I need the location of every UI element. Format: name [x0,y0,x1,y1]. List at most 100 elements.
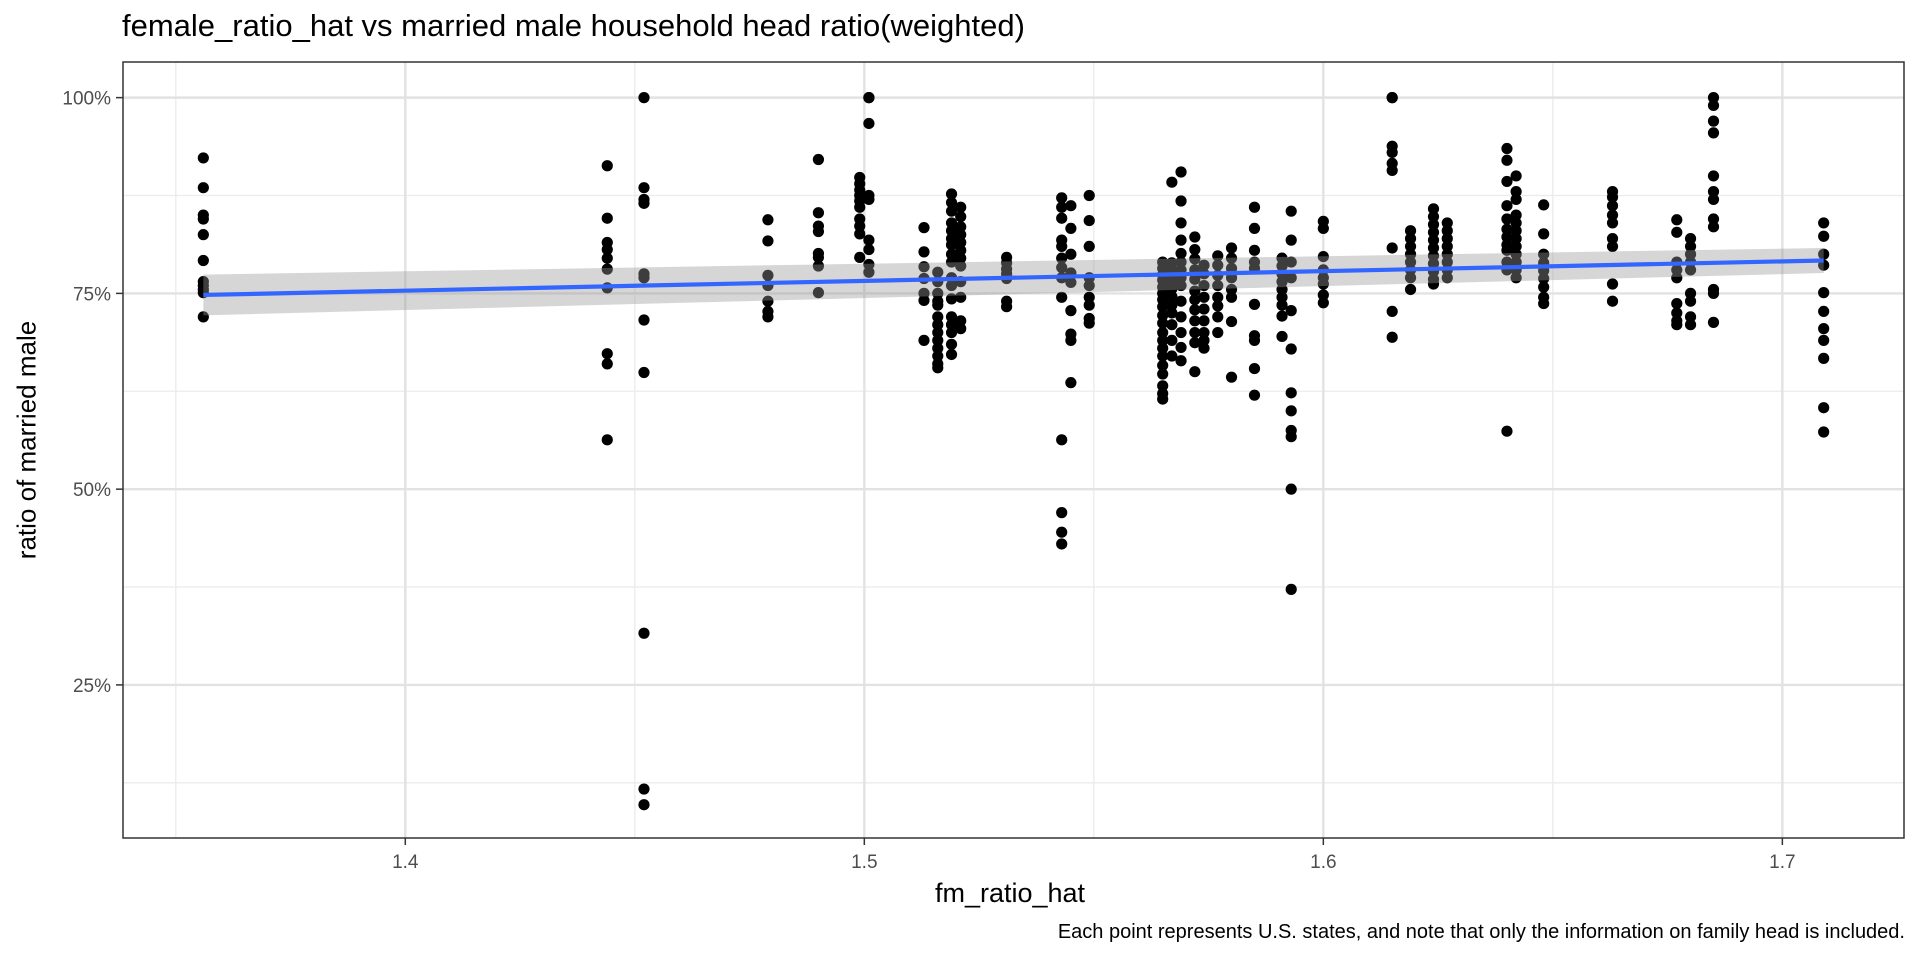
data-point [1157,309,1169,321]
data-point [1189,337,1201,349]
data-point [955,221,967,233]
data-point [1166,319,1178,331]
data-point [1198,279,1210,292]
data-point [1083,214,1095,227]
data-point [1427,203,1440,215]
data-point [601,212,613,224]
data-point [1248,201,1261,213]
fit-line [203,258,1824,298]
data-point [1157,350,1169,362]
data-point [863,266,875,278]
data-point [1065,377,1077,389]
data-point [1606,232,1619,245]
data-point [601,263,613,275]
data-point [1386,146,1398,159]
data-point [1671,297,1683,310]
data-point [1248,222,1261,234]
y-tick-label: 100% [62,89,111,110]
data-point [638,92,650,104]
data-point [638,783,650,795]
data-point [1175,341,1187,354]
data-point [601,160,613,172]
data-point [1441,248,1453,260]
data-point [945,279,958,292]
data-point [854,251,866,263]
data-point [1175,217,1187,229]
data-point [1441,272,1453,284]
data-point [955,236,967,249]
data-point [945,217,958,229]
data-point [601,243,613,256]
data-point [601,358,613,370]
data-point [854,228,866,240]
data-point [1404,240,1417,253]
data-point [1189,366,1201,378]
data-point [945,348,958,361]
data-point [1501,223,1513,235]
data-point [932,319,944,331]
data-point [1510,232,1522,245]
data-point [638,314,650,326]
data-point [1501,200,1513,212]
data-point [1441,225,1453,237]
data-point [1212,300,1224,312]
data-point [1684,311,1697,323]
chart-title: female_ratio_hat vs married male househo… [122,8,1025,43]
data-point [1189,231,1201,243]
data-point [1157,342,1169,354]
data-point [638,799,650,811]
data-point [1189,304,1201,316]
data-point [1404,248,1417,260]
data-point [1175,195,1187,207]
data-point [932,342,944,354]
data-point [955,260,967,272]
data-point [1538,281,1550,293]
data-point [1166,283,1178,295]
data-point [1056,291,1068,303]
data-point [1441,240,1453,253]
data-point [1056,434,1068,446]
data-point [1056,252,1068,264]
data-point [1317,289,1329,301]
y-tick-label: 50% [73,480,111,501]
data-point [1248,362,1261,375]
data-point [812,251,825,263]
data-point [1189,315,1201,327]
x-axis-label: fm_ratio_hat [934,878,1086,908]
data-point [1317,222,1329,234]
data-point [1212,259,1224,271]
data-point [197,213,209,225]
data-point [1427,226,1440,238]
data-point [1225,283,1238,296]
data-point [1212,326,1224,339]
data-point [1001,301,1013,313]
data-point [812,207,825,219]
data-point [1189,253,1201,265]
data-point [1083,240,1095,253]
data-point [601,348,613,360]
data-point [1056,192,1068,204]
data-point [1225,252,1238,264]
data-point [1212,311,1224,323]
data-point [1285,205,1297,217]
data-point [1510,256,1522,268]
y-tick-label: 25% [73,676,111,697]
data-point [197,229,209,241]
data-point [1684,319,1697,331]
data-point [1818,402,1830,414]
data-point [918,261,930,273]
data-point [945,225,958,237]
data-point [1427,242,1440,254]
data-point [1501,425,1513,437]
data-point [863,258,875,271]
data-point [197,152,209,164]
data-point [1225,315,1238,328]
data-point [1157,359,1169,372]
data-point [1818,217,1830,229]
data-point [1707,127,1720,139]
data-point [1404,283,1417,296]
data-point [638,182,650,194]
data-point [1285,256,1297,268]
data-point [932,334,944,346]
